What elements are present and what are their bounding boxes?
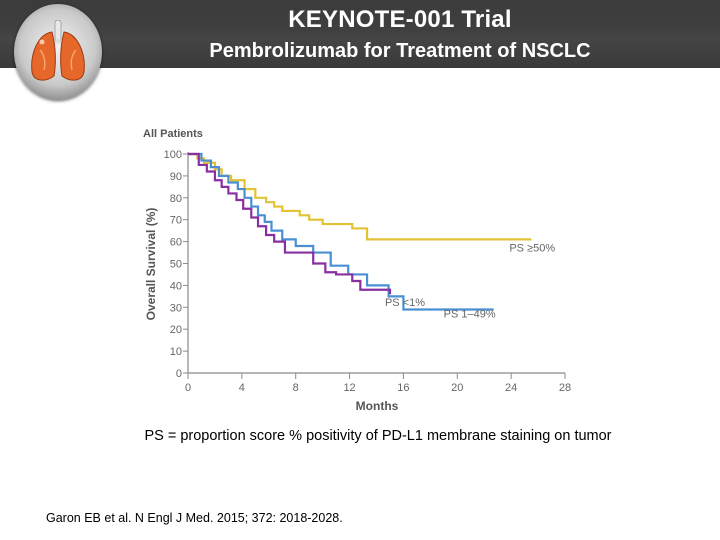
y-axis-label: Overall Survival (%) (144, 208, 158, 321)
y-tick-label: 10 (170, 346, 182, 358)
y-tick-label: 70 (170, 215, 182, 227)
y-tick-label: 80 (170, 193, 182, 205)
series-label: PS 1–49% (444, 308, 496, 320)
series-lines (188, 152, 532, 311)
series-line-ps-1-49 (188, 152, 494, 311)
series-labels: PS ≥50% PS <1% PS 1–49% (385, 242, 555, 320)
series-line-ps-1 (188, 152, 392, 295)
y-tick-label: 30 (170, 302, 182, 314)
x-tick-label: 12 (343, 382, 355, 394)
x-tick-label: 28 (559, 382, 571, 394)
chart-axes (187, 152, 565, 374)
y-tick-label: 0 (176, 368, 182, 380)
y-tick-label: 40 (170, 280, 182, 292)
x-axis-label: Months (356, 399, 399, 413)
series-line-ps-50 (188, 152, 532, 241)
y-tick-label: 20 (170, 324, 182, 336)
x-tick-label: 24 (505, 382, 517, 394)
slide-subtitle: Pembrolizumab for Treatment of NSCLC (209, 40, 591, 62)
lungs-icon (31, 20, 85, 81)
x-tick-label: 8 (293, 382, 299, 394)
x-tick-label: 20 (451, 382, 463, 394)
series-label: PS ≥50% (509, 242, 555, 254)
x-axis-ticks: 0 4 8 12 16 20 24 28 (185, 373, 571, 394)
y-axis-ticks: 0 10 20 30 40 50 60 70 80 90 100 (164, 149, 188, 380)
y-tick-label: 90 (170, 171, 182, 183)
x-tick-label: 16 (397, 382, 409, 394)
y-tick-label: 100 (164, 149, 182, 161)
y-tick-label: 60 (170, 237, 182, 249)
y-tick-label: 50 (170, 259, 182, 271)
series-label: PS <1% (385, 297, 425, 309)
panel-title: All Patients (143, 128, 203, 140)
title-bar: KEYNOTE-001 Trial Pembrolizumab for Trea… (0, 0, 720, 68)
x-tick-label: 0 (185, 382, 191, 394)
caption: PS = proportion score % positivity of PD… (144, 428, 612, 444)
citation: Garon EB et al. N Engl J Med. 2015; 372:… (46, 511, 343, 525)
x-tick-label: 4 (239, 382, 245, 394)
lungs-logo (14, 4, 102, 100)
